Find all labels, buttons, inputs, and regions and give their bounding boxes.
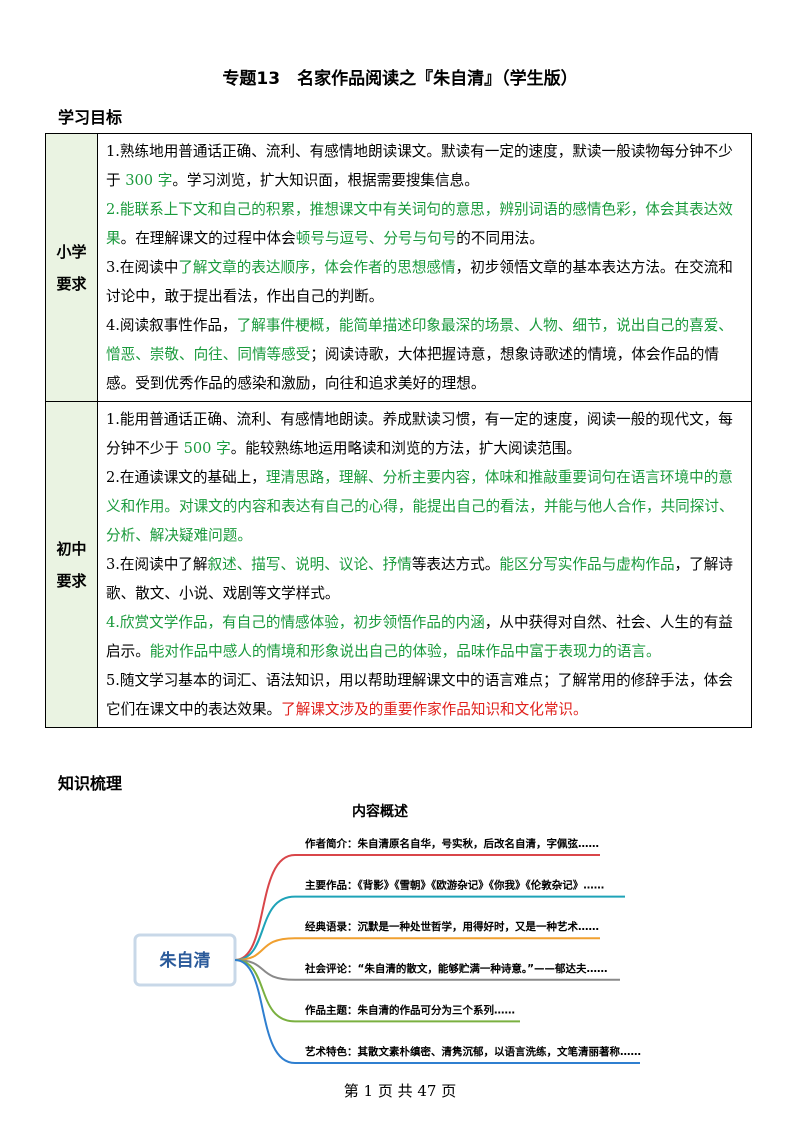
text-run: 。学习浏览，扩大知识面，根据需要搜集信息。: [172, 172, 479, 189]
row-label-line: 要求: [56, 274, 87, 293]
text-run: 的不同用法。: [456, 230, 544, 247]
text-run: ，从中获得对自然、社会、人生的有益启示。: [106, 614, 733, 660]
text-run: 4.阅读叙事性作品，: [106, 317, 237, 334]
branch-content: 朱自清的作品可分为三个系列……: [358, 1003, 516, 1016]
text-run: 。在理解课文的过程中体会: [120, 230, 296, 247]
text-run: 了解文章的表达顺序，体会作者的思想感情: [178, 259, 456, 276]
text-run: 2.在通读课文的基础上，: [106, 469, 266, 486]
table-row: 初中 要求 1.能用普通话正确、流利、有感情地朗读。养成默读习惯，有一定的速度，阅读…: [45, 401, 752, 728]
paragraph: 4.欣赏文学作品，有自己的情感体验，初步领悟作品的内涵，从中获得对自然、社会、人…: [106, 608, 745, 666]
text-run: ；阅读诗歌，大体把握诗意，想象诗歌述的情境，体会作品的情感。受到优秀作品的感染和…: [106, 346, 719, 392]
text-run: 4.欣赏文学作品，有自己的情感体验，初步领悟作品的内涵: [106, 614, 485, 631]
branch-label: 艺术特色：: [305, 1045, 358, 1058]
paragraph: 3.在阅读中了解文章的表达顺序，体会作者的思想感情，初步领悟文章的基本表达方法。…: [106, 253, 745, 311]
text-run: ，了解诗歌、散文、小说、戏剧等文学样式。: [106, 556, 733, 602]
branch-label: 主要作品：: [305, 879, 358, 892]
title: 专题13 名家作品阅读之『朱自清』（学生版）: [222, 69, 578, 89]
text-run: 等表达方式。: [411, 556, 500, 573]
center-label: 朱自清: [160, 950, 211, 971]
text-run: 能区分写实作品与虚构作品: [499, 556, 675, 573]
text-run: 300 字: [125, 172, 173, 189]
branch-line: [234, 937, 600, 961]
branch-label: 经典语录：: [305, 920, 358, 933]
branch-content: 其散文素朴缜密、清隽沉郁，以语言洗练，文笔清丽著称……: [358, 1045, 642, 1058]
section-heading: 知识梳理: [58, 774, 123, 793]
branch-content: 《背影》《雪朝》《欧游杂记》《你我》《伦敦杂记》……: [357, 879, 604, 892]
row-body: 1.能用普通话正确、流利、有感情地朗读。养成默读习惯，有一定的速度，阅读一般的现…: [97, 401, 752, 728]
text-run: 5.随文学习基本的词汇、语法知识，用以帮助理解课文中的语言难点；了解常用的修辞手…: [106, 672, 733, 718]
table-row: 小学 要求 1.熟练地用普通话正确、流利、有感情地朗读课文。默读有一定的速度，默读一…: [45, 133, 752, 402]
paragraph: 2.能联系上下文和自己的积累，推想课文中有关词句的意思，辨别词语的感情色彩，体会…: [106, 195, 745, 253]
row-label-line: 初中: [56, 539, 87, 558]
row-label: 初中 要求: [45, 401, 98, 728]
row-label-line: 要求: [56, 571, 87, 590]
objectives-table: 小学 要求 1.熟练地用普通话正确、流利、有感情地朗读课文。默读有一定的速度，默读一…: [45, 133, 752, 728]
branch-text: 艺术特色：其散文素朴缜密、清隽沉郁，以语言洗练，文笔清丽著称……: [305, 1045, 641, 1058]
branch-line: [234, 959, 640, 1064]
text-run: 叙述、描写、说明、议论、抒情: [207, 556, 412, 573]
branch-content: “朱自清的散文，能够贮满一种诗意。”——郁达夫……: [358, 962, 608, 975]
branch-label: 社会评论：: [304, 962, 358, 975]
section-heading: 学习目标: [58, 108, 123, 127]
branch-content: 朱自清原名自华，号实秋，后改名自清，字佩弦……: [358, 837, 600, 850]
row-label: 小学 要求: [45, 133, 98, 402]
text-run: 能对作品中感人的情境和形象说出自己的体验，品味作品中富于表现力的语言。: [149, 643, 661, 660]
paragraph: 2.在通读课文的基础上，理清思路，理解、分析主要内容，体味和推敲重要词句在语言环…: [106, 463, 745, 550]
branch-line: [234, 959, 620, 981]
mind-map: 内容概述 朱自清 作者简介：朱自清原名自华，号实秋，后改名自清，字佩弦…… 主要作…: [133, 803, 641, 1064]
text-run: 顿号与逗号、分号与句号: [295, 230, 457, 247]
text-run: 1.能用普通话正确、流利、有感情地朗读。养成默读习惯，有一定的速度，阅读一般的现…: [106, 411, 733, 457]
branch-text: 作者简介：朱自清原名自华，号实秋，后改名自清，字佩弦……: [305, 837, 599, 850]
paragraph: 3.在阅读中了解叙述、描写、说明、议论、抒情等表达方式。能区分写实作品与虚构作品…: [106, 550, 745, 608]
paragraph: 1.能用普通话正确、流利、有感情地朗读。养成默读习惯，有一定的速度，阅读一般的现…: [106, 405, 745, 463]
branch-text: 主要作品：《背影》《雪朝》《欧游杂记》《你我》《伦敦杂记》……: [305, 879, 604, 892]
text-run: 1.熟练地用普通话正确、流利、有感情地朗读课文。默读有一定的速度，默读一般读物每…: [106, 143, 733, 189]
mind-map-title: 内容概述: [352, 803, 408, 820]
branch-line: [234, 959, 520, 1023]
paragraph: 1.熟练地用普通话正确、流利、有感情地朗读课文。默读有一定的速度，默读一般读物每…: [106, 137, 745, 195]
text-run: 了解事件梗概，能简单描述印象最深的场景、人物、细节，说出自己的喜爱、憎恶、崇敬、…: [106, 317, 733, 363]
branch-text: 社会评论：“朱自清的散文，能够贮满一种诗意。”——郁达夫……: [304, 962, 608, 975]
row-body: 1.熟练地用普通话正确、流利、有感情地朗读课文。默读有一定的速度，默读一般读物每…: [97, 133, 752, 402]
text-run: 3.在阅读中了解: [106, 556, 208, 573]
text-run: 。能较熟练地运用略读和浏览的方法，扩大阅读范围。: [230, 440, 581, 457]
text-run: 理清思路，理解、分析主要内容，体味和推敲重要词句在语言环境中的意义和作用。对课文…: [106, 469, 734, 544]
row-label-line: 小学: [56, 242, 87, 261]
text-run: 3.在阅读中: [106, 259, 179, 276]
text-run: ，初步领悟文章的基本表达方法。在交流和讨论中，敢于提出看法，作出自己的判断。: [106, 259, 733, 305]
text-run: 500 字: [183, 440, 231, 457]
paragraph: 5.随文学习基本的词汇、语法知识，用以帮助理解课文中的语言难点；了解常用的修辞手…: [106, 666, 745, 724]
text-run: 2.能联系上下文和自己的积累，推想课文中有关词句的意思，辨别词语的感情色彩，体会…: [106, 201, 733, 247]
branch-line: [234, 895, 625, 961]
text-run: 了解课文涉及的重要作家作品知识和文化常识。: [281, 701, 588, 718]
paragraph: 4.阅读叙事性作品，了解事件梗概，能简单描述印象最深的场景、人物、细节，说出自己…: [106, 311, 745, 398]
branch-label: 作品主题：: [305, 1003, 358, 1016]
branch-label: 作者简介：: [305, 837, 358, 850]
branch-text: 经典语录：沉默是一种处世哲学，用得好时，又是一种艺术……: [305, 920, 599, 933]
branch-content: 沉默是一种处世哲学，用得好时，又是一种艺术……: [358, 920, 600, 933]
footer: 第 1 页 共 47 页: [343, 1082, 457, 1100]
branch-line: [234, 854, 600, 961]
branch-text: 作品主题：朱自清的作品可分为三个系列……: [305, 1003, 515, 1016]
